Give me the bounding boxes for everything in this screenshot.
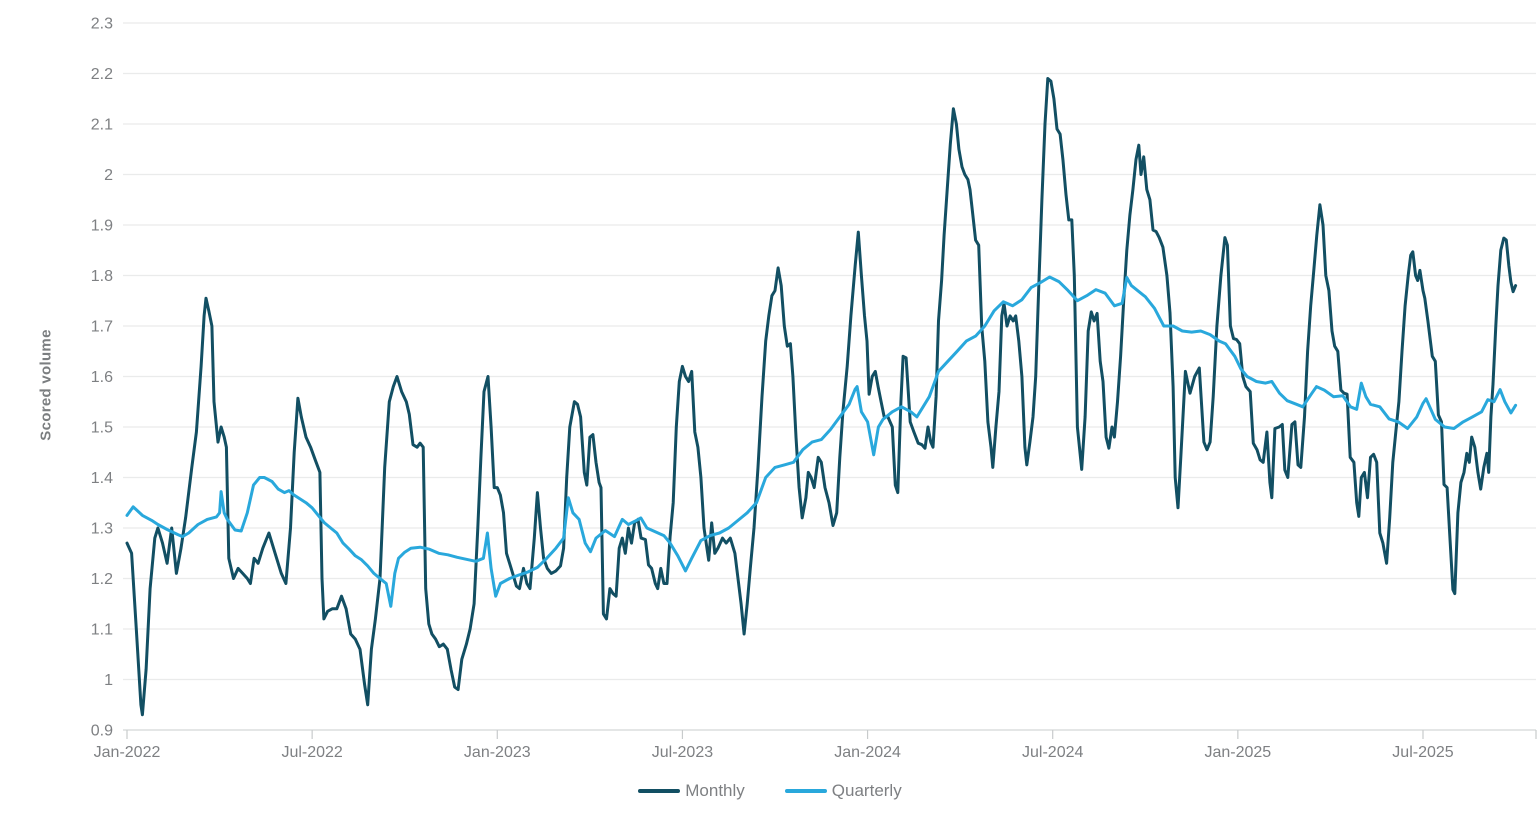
legend-item-monthly: Monthly	[638, 781, 745, 801]
y-tick-label: 2.3	[91, 16, 113, 33]
y-tick-label: 1	[104, 672, 113, 689]
gridlines	[123, 22, 1536, 731]
x-tick-label: Jul-2023	[652, 744, 713, 761]
y-tick-label: 1.1	[91, 622, 113, 639]
y-tick-label: 1.8	[91, 268, 113, 285]
y-tick-label: 1.6	[91, 369, 113, 386]
quarterly-line-swatch	[784, 789, 827, 793]
x-tick-label: Jul-2022	[281, 744, 342, 761]
legend-label-monthly: Monthly	[685, 781, 745, 800]
y-tick-label: 2.1	[91, 117, 113, 134]
y-tick-label: 2	[104, 167, 113, 184]
monthly-line-series	[125, 77, 1518, 717]
y-tick-label: 1.4	[91, 470, 113, 487]
y-axis-labels: 0.9 1 1.1 1.2 1.3 1.4 1.5 1.6 1.7 1.8 1.9 2 2.1 2.2 2.…	[91, 16, 113, 740]
x-tick-label: Jul-2024	[1022, 744, 1083, 761]
x-axis-labels: Jan-2022 Jul-2022 Jan-2023 Jul-2023 Jan-2024…	[94, 744, 1454, 761]
y-tick-label: 1.7	[91, 319, 113, 336]
x-tick-label: Jan-2022	[94, 744, 161, 761]
quarterly-line-series	[125, 275, 1518, 608]
y-tick-label: 1.9	[91, 218, 113, 235]
y-tick-label: 1.2	[91, 571, 113, 588]
x-axis-ticks	[126, 730, 1537, 739]
legend-item-quarterly: Quarterly	[784, 781, 902, 801]
y-tick-label: 2.2	[91, 66, 113, 83]
y-tick-label: 0.9	[91, 723, 113, 740]
x-tick-label: Jan-2025	[1204, 744, 1271, 761]
y-axis-title: Scored volume	[37, 329, 55, 441]
legend-label-quarterly: Quarterly	[831, 781, 902, 800]
chart-legend: Monthly Quarterly	[0, 781, 1540, 801]
x-tick-label: Jan-2023	[464, 744, 531, 761]
y-tick-label: 1.3	[91, 521, 113, 538]
monthly-line-swatch	[638, 789, 681, 793]
y-tick-label: 1.5	[91, 420, 113, 437]
x-tick-label: Jan-2024	[834, 744, 901, 761]
x-tick-label: Jul-2025	[1392, 744, 1453, 761]
